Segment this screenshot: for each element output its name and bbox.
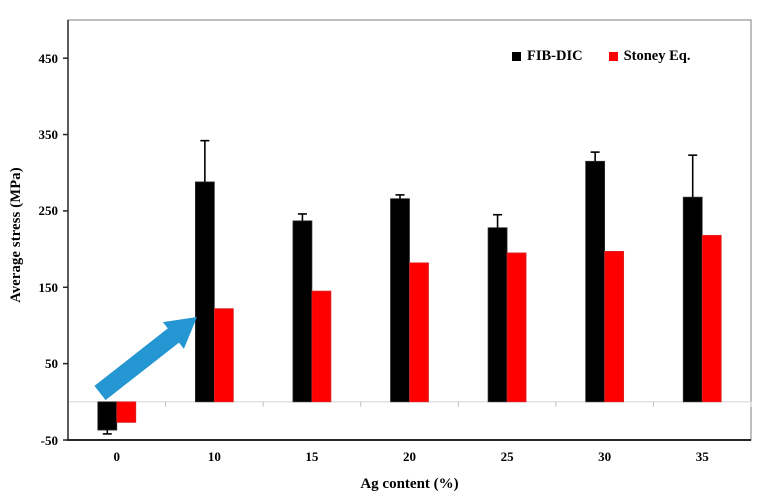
y-tick-label: 250 bbox=[38, 203, 59, 219]
x-tick-label: 25 bbox=[500, 449, 514, 464]
bar-fib-dic-25 bbox=[487, 227, 508, 403]
bar-fib-dic-35 bbox=[682, 196, 703, 403]
x-axis-title: Ag content (%) bbox=[360, 476, 459, 492]
x-tick-label: 30 bbox=[598, 449, 612, 464]
bar-stoney-eq--25 bbox=[506, 252, 527, 403]
bar-stoney-eq--0 bbox=[116, 401, 137, 423]
legend-label-fib-dic: FIB-DIC bbox=[527, 48, 583, 64]
y-tick-label: 450 bbox=[38, 50, 59, 66]
bar-fib-dic-0 bbox=[97, 401, 118, 431]
x-tick-label: 0 bbox=[113, 449, 121, 464]
x-tick-label: 20 bbox=[403, 449, 416, 464]
legend: FIB-DIC Stoney Eq. bbox=[512, 48, 690, 65]
bar-stoney-eq--15 bbox=[311, 290, 332, 403]
x-tick-label: 10 bbox=[207, 449, 221, 464]
bar-fib-dic-15 bbox=[292, 220, 313, 403]
legend-label-stoney: Stoney Eq. bbox=[623, 48, 691, 64]
bar-fib-dic-10 bbox=[194, 181, 215, 403]
bar-stoney-eq--20 bbox=[409, 262, 429, 403]
bar-fib-dic-20 bbox=[390, 198, 410, 403]
y-tick-label: 50 bbox=[45, 356, 58, 372]
legend-item-fib-dic: FIB-DIC bbox=[512, 48, 583, 65]
legend-swatch-fib-dic bbox=[512, 52, 521, 61]
y-tick-label: 350 bbox=[38, 127, 59, 143]
bar-stoney-eq--30 bbox=[604, 251, 625, 403]
y-tick-label: 150 bbox=[38, 279, 59, 295]
legend-item-stoney: Stoney Eq. bbox=[608, 48, 691, 65]
bar-stoney-eq--10 bbox=[213, 308, 234, 403]
annotation-arrow bbox=[94, 317, 197, 401]
bar-stoney-eq--35 bbox=[701, 234, 722, 403]
y-tick-label: -50 bbox=[40, 432, 58, 448]
x-tick-label: 35 bbox=[695, 449, 709, 464]
bar-fib-dic-30 bbox=[585, 160, 606, 403]
x-tick-label: 15 bbox=[305, 449, 319, 464]
legend-swatch-stoney bbox=[608, 52, 618, 61]
